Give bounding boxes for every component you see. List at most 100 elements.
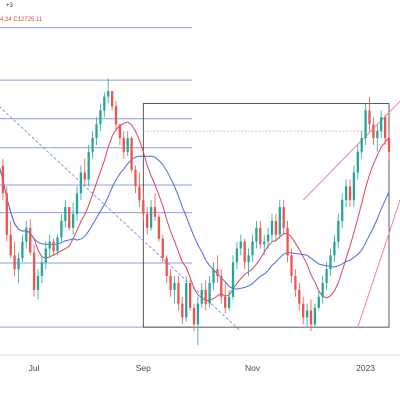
candle-body-97: [376, 131, 379, 139]
candle-85: [329, 248, 332, 277]
candle-33: [126, 131, 129, 156]
candle-49: [188, 280, 192, 311]
candle-6: [21, 234, 24, 263]
candle-66: [255, 220, 258, 249]
candle-3: [9, 220, 12, 259]
candle-body-9: [32, 252, 36, 290]
candle-body-70: [270, 220, 274, 235]
candle-body-23: [87, 151, 90, 180]
candle-9: [32, 244, 36, 297]
candle-body-89: [344, 186, 348, 201]
candle-13: [48, 234, 51, 259]
candle-body-40: [153, 207, 157, 217]
candle-body-77: [298, 289, 301, 304]
candle-58: [224, 282, 227, 314]
candle-body-4: [13, 255, 16, 270]
candle-body-37: [142, 200, 145, 214]
candle-51: [196, 296, 200, 346]
candle-37: [142, 193, 145, 221]
candle-body-47: [181, 303, 184, 318]
candle-body-2: [5, 193, 8, 235]
candle-body-8: [29, 227, 32, 253]
candle-body-55: [212, 269, 215, 283]
candle-body-1: [1, 165, 5, 194]
candle-body-65: [251, 241, 254, 256]
candle-2: [5, 186, 8, 242]
candle-body-14: [52, 241, 55, 252]
candle-29: [110, 91, 114, 111]
candle-body-81: [313, 307, 317, 325]
candle-body-67: [259, 227, 262, 245]
candle-body-46: [177, 282, 180, 304]
candle-body-42: [161, 238, 164, 259]
candle-88: [341, 193, 344, 228]
candle-55: [212, 262, 215, 290]
candle-body-15: [56, 237, 59, 252]
candle-27: [103, 92, 106, 118]
candle-39: [149, 200, 153, 231]
candle-4: [13, 241, 16, 277]
candle-41: [157, 213, 161, 242]
candle-80: [309, 299, 313, 332]
candle-body-84: [325, 269, 328, 283]
candle-body-99: [383, 117, 387, 139]
candle-body-98: [380, 117, 383, 132]
candle-10: [36, 269, 40, 300]
candle-59: [227, 289, 231, 311]
candle-42: [161, 234, 164, 263]
candle-46: [177, 276, 180, 311]
candle-body-63: [243, 241, 246, 263]
candle-body-73: [282, 207, 285, 228]
legend-close-value: C12725.11: [13, 17, 43, 23]
candle-body-59: [227, 296, 231, 308]
candle-body-72: [278, 207, 281, 235]
candle-body-39: [149, 207, 153, 228]
candle-19: [71, 202, 75, 235]
candle-64: [247, 248, 250, 277]
candle-75: [290, 248, 293, 283]
candle-body-60: [231, 262, 235, 297]
candle-38: [146, 207, 149, 235]
candle-body-20: [75, 193, 79, 214]
candle-53: [204, 280, 207, 311]
candle-body-79: [305, 310, 309, 318]
candle-body-43: [165, 258, 168, 277]
candle-15: [56, 234, 59, 256]
candle-body-57: [220, 276, 223, 297]
candle-body-62: [239, 241, 242, 249]
candle-54: [208, 276, 211, 308]
candle-body-83: [321, 282, 324, 297]
candle-91: [352, 165, 356, 208]
candle-52: [200, 282, 203, 308]
candle-44: [169, 269, 172, 297]
candle-25: [95, 117, 98, 145]
candle-body-34: [130, 138, 133, 170]
candle-body-87: [337, 220, 340, 242]
candle-body-90: [348, 186, 352, 201]
candle-body-12: [44, 248, 47, 263]
candle-99: [383, 114, 387, 145]
candle-body-54: [208, 282, 211, 304]
candle-body-41: [157, 216, 161, 239]
candle-body-66: [255, 227, 258, 242]
x-tick-label-1: Sep: [136, 363, 151, 373]
candlesticks: [0, 78, 391, 346]
candle-21: [79, 165, 83, 201]
moving-average-0: [0, 121, 390, 302]
candle-16: [60, 213, 63, 242]
candle-body-26: [99, 110, 102, 125]
candle-body-96: [372, 124, 375, 139]
candle-body-100: [387, 138, 391, 152]
candle-48: [185, 276, 188, 322]
candle-1: [1, 158, 5, 201]
candle-body-25: [95, 124, 98, 139]
candle-43: [165, 255, 168, 283]
candle-body-56: [216, 269, 219, 277]
candle-body-50: [192, 307, 196, 325]
candle-40: [153, 193, 157, 221]
candle-body-5: [17, 258, 20, 270]
candle-body-82: [317, 296, 320, 308]
candle-76: [294, 269, 297, 297]
candle-68: [263, 234, 266, 256]
